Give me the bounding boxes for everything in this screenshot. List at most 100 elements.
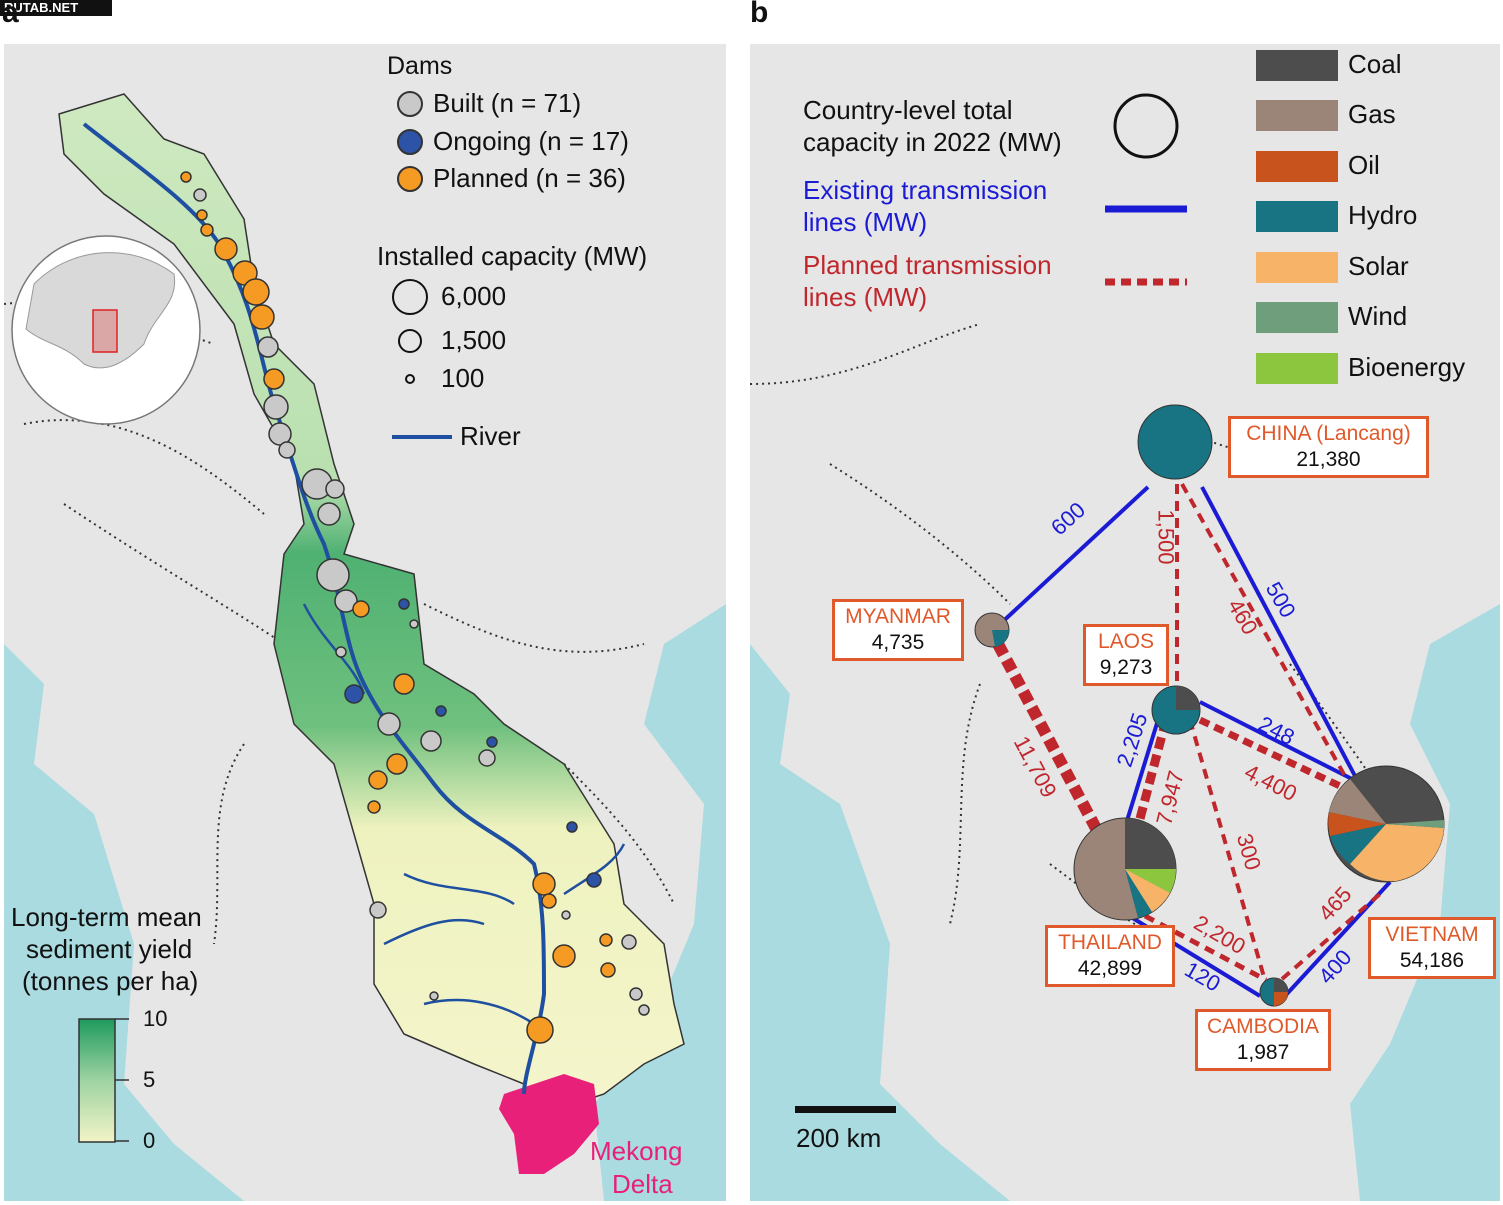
panel-a-label: a bbox=[2, 0, 19, 29]
dam-planned bbox=[367, 800, 381, 814]
country-name-thailand: THAILAND bbox=[1058, 931, 1162, 954]
sediment-title-line-3: (tonnes per ha) bbox=[22, 966, 199, 996]
dam-planned bbox=[599, 933, 613, 947]
dam-built bbox=[369, 901, 387, 919]
pie-china bbox=[1137, 404, 1213, 480]
dam-planned bbox=[386, 753, 408, 775]
dam-built bbox=[561, 910, 571, 920]
source-label-bioenergy: Bioenergy bbox=[1348, 352, 1466, 382]
legend-planned-label: Planned (n = 36) bbox=[433, 163, 626, 193]
pie-cambodia-coal bbox=[1274, 978, 1288, 992]
pie-vietnam-gas bbox=[1329, 779, 1386, 824]
dam-built bbox=[377, 712, 401, 736]
dam-planned bbox=[242, 278, 270, 306]
dam-planned bbox=[552, 944, 576, 968]
dam-ongoing bbox=[344, 684, 364, 704]
country-name-cambodia: CAMBODIA bbox=[1206, 1015, 1319, 1038]
colorbar-tick-5: 5 bbox=[143, 1067, 156, 1092]
pie-vietnam-wind bbox=[1386, 820, 1445, 828]
country-box-china: CHINA (Lancang) 21,380 bbox=[1228, 416, 1429, 478]
legend-ongoing-symbol bbox=[397, 129, 423, 155]
source-label-hydro: Hydro bbox=[1348, 200, 1418, 230]
country-capacity-vietnam: 54,186 bbox=[1399, 949, 1465, 972]
dam-built bbox=[317, 502, 341, 526]
panel-b-label: b bbox=[750, 0, 769, 29]
line-china-myanmar bbox=[996, 485, 1150, 628]
swatch-coal bbox=[1256, 50, 1338, 81]
pie-myanmar bbox=[974, 612, 1010, 648]
country-capacity-myanmar: 4,735 bbox=[871, 631, 925, 654]
sediment-colorbar bbox=[78, 1018, 116, 1143]
line-thailand-cambodia-planned bbox=[1128, 905, 1268, 983]
swatch-oil bbox=[1256, 151, 1338, 182]
pie-vietnam bbox=[1327, 765, 1445, 883]
pie-thailand-coal bbox=[1125, 818, 1176, 869]
dam-planned bbox=[263, 368, 285, 390]
line-laos-thailand-planned bbox=[1131, 718, 1171, 836]
legend-existing-line-1: Existing transmission bbox=[803, 175, 1048, 205]
country-capacity-china: 21,380 bbox=[1296, 448, 1361, 471]
size-6000-symbol bbox=[392, 279, 428, 315]
legend-built-label: Built (n = 71) bbox=[433, 88, 582, 118]
source-label-gas: Gas bbox=[1348, 99, 1396, 129]
pie-vietnam-hydro bbox=[1330, 824, 1386, 864]
country-box-vietnam: VIETNAM 54,186 bbox=[1368, 917, 1496, 979]
panel-b-svg bbox=[750, 50, 1500, 1201]
dam-built bbox=[638, 1004, 650, 1016]
swatch-solar bbox=[1256, 252, 1338, 283]
size-6000-label: 6,000 bbox=[441, 281, 507, 311]
dam-planned bbox=[368, 770, 388, 790]
legend-capacity-line-2: capacity in 2022 (MW) bbox=[803, 127, 1062, 157]
swatch-hydro bbox=[1256, 201, 1338, 232]
dam-ongoing bbox=[486, 736, 498, 748]
colorbar-ticks bbox=[115, 1018, 129, 1142]
dam-planned bbox=[541, 893, 557, 909]
capacity-legend-title: Installed capacity (MW) bbox=[377, 241, 648, 271]
dam-built bbox=[278, 441, 296, 459]
size-100-symbol bbox=[405, 374, 415, 384]
pie-cambodia-oil bbox=[1274, 992, 1288, 1006]
sediment-title-line-2: sediment yield bbox=[26, 934, 193, 964]
mekong-delta-label-1: Mekong bbox=[590, 1136, 683, 1166]
country-box-thailand: THAILAND 42,899 bbox=[1045, 925, 1175, 987]
source-label-coal: Coal bbox=[1348, 49, 1402, 79]
legend-existing-line-2: lines (MW) bbox=[803, 207, 928, 237]
pie-thailand-bioenergy bbox=[1125, 869, 1176, 893]
scale-bar bbox=[795, 1106, 896, 1113]
source-label-wind: Wind bbox=[1348, 301, 1408, 331]
country-name-laos: LAOS bbox=[1097, 630, 1155, 653]
planned-lines bbox=[992, 483, 1382, 985]
colorbar-tick-10: 10 bbox=[143, 1006, 168, 1031]
pie-vietnam-oil bbox=[1328, 812, 1386, 836]
pie-cambodia bbox=[1259, 977, 1289, 1007]
sea-east-b bbox=[1350, 604, 1500, 1201]
sea-west bbox=[4, 644, 244, 1201]
mekong-delta-area bbox=[499, 1074, 599, 1174]
dams-planned bbox=[180, 171, 616, 1044]
country-capacity-thailand: 42,899 bbox=[1077, 957, 1143, 980]
legend-planned-line-1: Planned transmission bbox=[803, 250, 1052, 280]
swatch-gas bbox=[1256, 100, 1338, 131]
size-1500-label: 1,500 bbox=[441, 325, 507, 355]
dam-built bbox=[409, 619, 419, 629]
pie-myanmar-hydro bbox=[992, 630, 1010, 647]
panel-a-svg bbox=[4, 91, 726, 1201]
country-box-laos: LAOS 9,273 bbox=[1083, 624, 1169, 686]
line-laos-cambodia bbox=[1188, 719, 1268, 985]
dam-planned bbox=[600, 962, 616, 978]
pie-thailand-solar bbox=[1125, 869, 1170, 912]
dam-planned bbox=[352, 600, 370, 618]
mekong-delta-label-2: Delta bbox=[612, 1169, 673, 1199]
size-1500-symbol bbox=[398, 329, 422, 353]
line-cambodia-vietnam-planned bbox=[1280, 892, 1382, 981]
legend-built-symbol bbox=[397, 91, 423, 117]
country-box-myanmar: MYANMAR 4,735 bbox=[832, 599, 964, 661]
dam-built bbox=[429, 991, 439, 1001]
line-laos-vietnam-planned bbox=[1198, 716, 1342, 790]
dam-built bbox=[420, 730, 442, 752]
legend-ongoing-label: Ongoing (n = 17) bbox=[433, 126, 629, 156]
legend-planned-symbol bbox=[397, 166, 423, 192]
dam-planned bbox=[180, 171, 192, 183]
legend-capacity-line-1: Country-level total bbox=[803, 95, 1013, 125]
legend-planned-line-2: lines (MW) bbox=[803, 282, 928, 312]
